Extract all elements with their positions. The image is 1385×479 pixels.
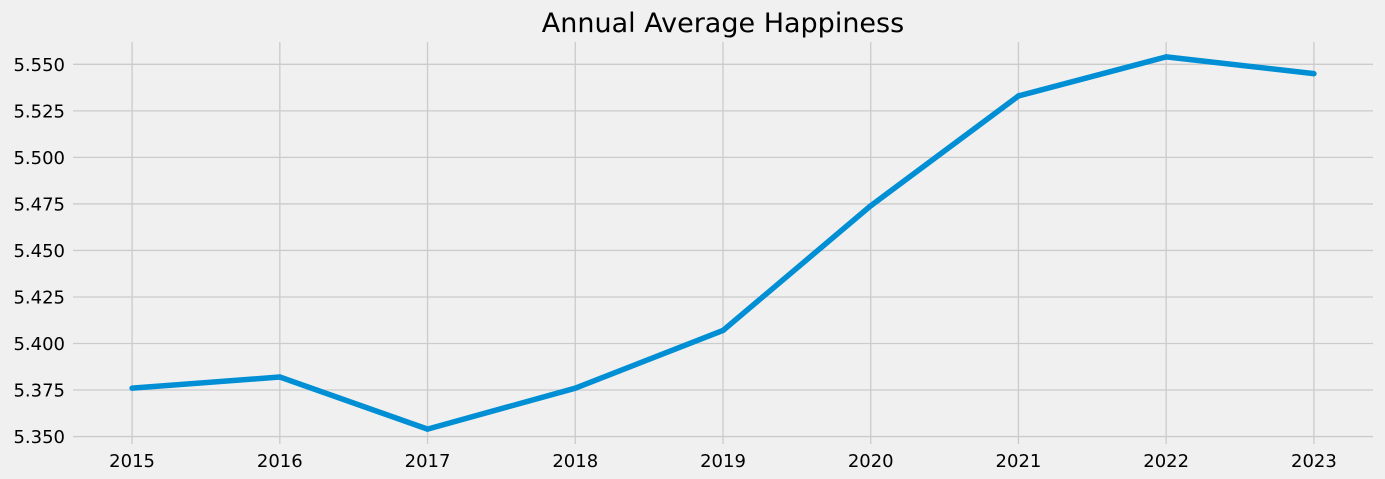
x-tick-label: 2017 [405, 451, 451, 472]
y-tick-label: 5.425 [13, 287, 65, 308]
series-layer [129, 54, 1317, 432]
x-tick-label: 2022 [1143, 451, 1189, 472]
data-point [1015, 93, 1022, 99]
data-point [867, 203, 874, 209]
x-tick-label: 2016 [257, 451, 303, 472]
x-axis-ticks: 2015 2016 2017 2018 2019 2020 2021 2022 2023 [109, 451, 1337, 472]
chart-title: Annual Average Happiness [542, 8, 904, 39]
data-point [720, 327, 726, 334]
y-tick-label: 5.525 [13, 101, 65, 122]
y-tick-label: 5.450 [13, 241, 65, 262]
data-point [572, 385, 579, 391]
x-tick-label: 2019 [700, 451, 746, 472]
y-tick-label: 5.550 [13, 55, 65, 76]
y-tick-label: 5.375 [13, 381, 65, 402]
data-point [1163, 54, 1169, 60]
y-tick-label: 5.500 [13, 148, 65, 169]
y-tick-label: 5.475 [13, 194, 65, 215]
y-axis-ticks: 5.350 5.375 5.400 5.425 5.450 5.475 5.500 5.525… [13, 55, 65, 448]
grid [73, 42, 1373, 444]
x-tick-label: 2023 [1291, 451, 1337, 472]
x-tick-label: 2015 [109, 451, 155, 472]
data-point [424, 426, 431, 432]
y-tick-label: 5.400 [13, 334, 65, 355]
data-point [1311, 70, 1317, 77]
y-tick-label: 5.350 [13, 427, 65, 448]
data-point [277, 374, 283, 380]
data-point [129, 385, 135, 391]
x-tick-label: 2021 [996, 451, 1042, 472]
x-tick-label: 2018 [552, 451, 598, 472]
x-tick-label: 2020 [848, 451, 894, 472]
